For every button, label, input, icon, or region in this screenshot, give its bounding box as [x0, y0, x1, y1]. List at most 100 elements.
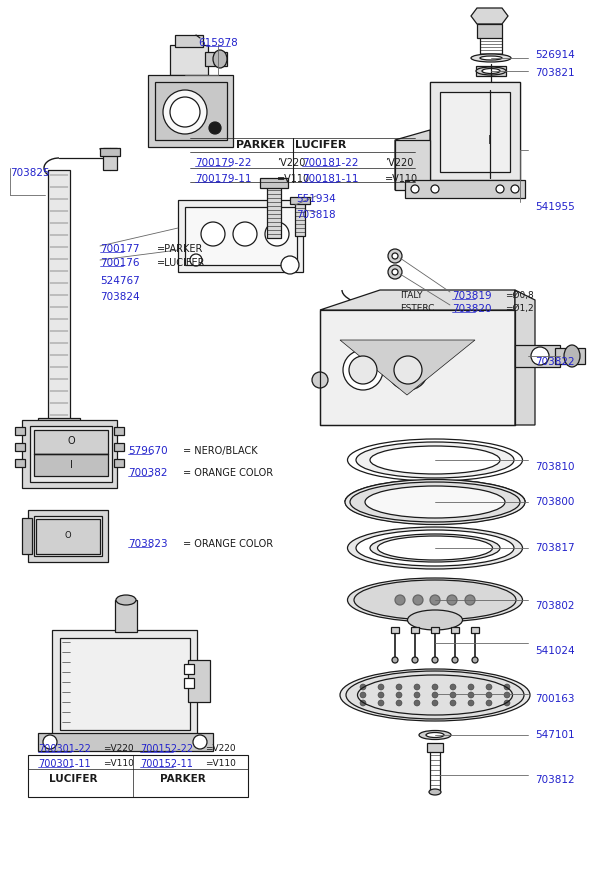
Circle shape — [343, 350, 383, 390]
Circle shape — [209, 122, 221, 134]
Bar — [405, 180, 525, 198]
Polygon shape — [515, 290, 535, 425]
Bar — [48, 170, 70, 420]
Circle shape — [431, 185, 439, 193]
Text: 700176: 700176 — [100, 258, 139, 268]
Bar — [28, 510, 108, 562]
Bar — [22, 420, 117, 488]
Polygon shape — [395, 130, 430, 190]
Text: O: O — [67, 436, 75, 446]
Circle shape — [396, 692, 402, 698]
Bar — [36, 519, 100, 554]
Ellipse shape — [356, 442, 514, 478]
Ellipse shape — [347, 439, 523, 481]
Bar — [103, 148, 117, 170]
Polygon shape — [430, 82, 520, 180]
Text: 703817: 703817 — [535, 543, 575, 553]
Ellipse shape — [346, 671, 524, 719]
Circle shape — [43, 735, 57, 749]
Circle shape — [413, 595, 423, 605]
Bar — [155, 82, 227, 140]
Text: 703800: 703800 — [535, 497, 574, 507]
Polygon shape — [340, 340, 475, 395]
Bar — [100, 148, 120, 156]
Circle shape — [360, 692, 366, 698]
Ellipse shape — [377, 536, 493, 560]
Bar — [28, 755, 248, 797]
Text: = ORANGE COLOR: = ORANGE COLOR — [183, 539, 273, 549]
Text: 524767: 524767 — [100, 276, 140, 286]
Bar — [52, 630, 197, 735]
Circle shape — [472, 657, 478, 663]
Text: O: O — [65, 532, 71, 540]
Circle shape — [396, 684, 402, 690]
Circle shape — [281, 256, 299, 274]
Circle shape — [349, 356, 377, 384]
Text: 541024: 541024 — [535, 646, 575, 656]
Text: 703825: 703825 — [10, 168, 50, 178]
Circle shape — [430, 595, 440, 605]
Text: =V110: =V110 — [205, 759, 236, 768]
Circle shape — [504, 692, 510, 698]
Circle shape — [412, 657, 418, 663]
Text: =V110: =V110 — [277, 174, 310, 184]
Text: PARKER: PARKER — [160, 774, 206, 784]
Circle shape — [394, 356, 422, 384]
Text: =V220: =V220 — [103, 744, 134, 753]
Text: =LUCIFER: =LUCIFER — [157, 258, 205, 268]
Ellipse shape — [350, 482, 520, 522]
Bar — [184, 664, 194, 674]
Bar — [184, 678, 194, 688]
Circle shape — [265, 222, 289, 246]
Text: 700181-11: 700181-11 — [302, 174, 359, 184]
Text: = ORANGE COLOR: = ORANGE COLOR — [183, 468, 273, 478]
Text: 700152-22: 700152-22 — [140, 744, 193, 754]
Bar — [440, 92, 510, 172]
Text: 547101: 547101 — [535, 730, 575, 740]
Text: LUCIFER: LUCIFER — [295, 140, 346, 150]
Text: ’V220: ’V220 — [277, 158, 305, 168]
Text: = NERO/BLACK: = NERO/BLACK — [183, 446, 257, 456]
Circle shape — [170, 97, 200, 127]
Text: =V220: =V220 — [205, 744, 236, 753]
Circle shape — [504, 700, 510, 706]
Text: =V110: =V110 — [385, 174, 418, 184]
Ellipse shape — [213, 50, 227, 68]
Circle shape — [452, 657, 458, 663]
Text: 703810: 703810 — [535, 462, 575, 472]
Ellipse shape — [429, 789, 441, 795]
Text: 703821: 703821 — [535, 68, 575, 78]
Bar — [15, 443, 25, 451]
Text: 615978: 615978 — [198, 38, 238, 48]
Circle shape — [468, 684, 474, 690]
Circle shape — [312, 372, 328, 388]
Circle shape — [388, 265, 402, 279]
Circle shape — [414, 692, 420, 698]
Circle shape — [193, 735, 207, 749]
Circle shape — [447, 595, 457, 605]
Circle shape — [190, 254, 202, 266]
Text: 541955: 541955 — [535, 202, 575, 212]
Circle shape — [468, 692, 474, 698]
Circle shape — [378, 684, 384, 690]
Text: 703823: 703823 — [128, 539, 167, 549]
Circle shape — [486, 684, 492, 690]
Ellipse shape — [482, 69, 500, 73]
Ellipse shape — [564, 345, 580, 367]
Circle shape — [432, 657, 438, 663]
Circle shape — [496, 185, 504, 193]
Text: 700179-22: 700179-22 — [195, 158, 251, 168]
Bar — [30, 426, 112, 482]
Bar — [34, 516, 102, 556]
Ellipse shape — [476, 67, 506, 75]
Text: I: I — [70, 460, 73, 470]
Bar — [395, 140, 430, 190]
Circle shape — [392, 269, 398, 275]
Circle shape — [432, 684, 438, 690]
Text: ITALY: ITALY — [400, 291, 422, 300]
Ellipse shape — [370, 446, 500, 474]
Ellipse shape — [370, 534, 500, 562]
Circle shape — [360, 700, 366, 706]
Text: 700177: 700177 — [100, 244, 139, 254]
Circle shape — [504, 684, 510, 690]
